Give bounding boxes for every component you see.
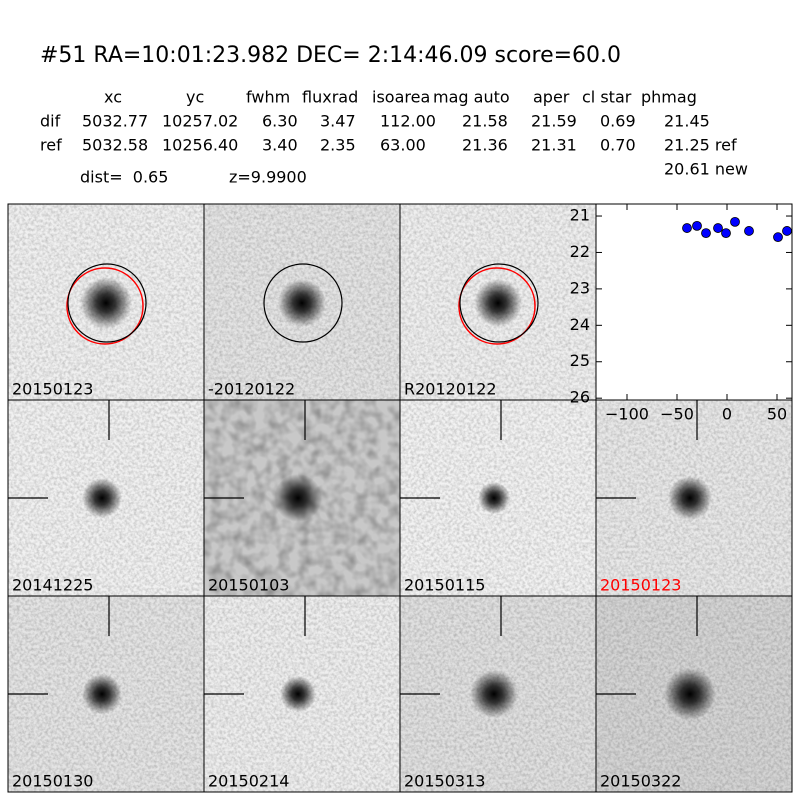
row-label: dif <box>40 112 61 131</box>
phmag-new: 20.61 new <box>664 160 748 179</box>
image-panel: 20150313 <box>399 595 597 793</box>
y-tick-label: 22 <box>570 242 590 261</box>
source <box>82 674 122 714</box>
column-header: cl star <box>582 88 632 107</box>
table-cell: 10257.02 <box>162 112 238 131</box>
y-tick-label: 23 <box>570 278 590 297</box>
aperture <box>459 263 539 343</box>
title: #51 RA=10:01:23.982 DEC= 2:14:46.09 scor… <box>40 43 621 68</box>
table-cell: 21.59 <box>531 112 577 131</box>
column-header: fwhm <box>246 88 290 107</box>
panel-label: -20120122 <box>208 380 295 399</box>
aperture-red <box>458 267 536 345</box>
panel-label: 20150103 <box>208 576 289 595</box>
data-point <box>773 232 783 243</box>
x-tick-label: 0 <box>722 405 732 424</box>
panel-label: 20150313 <box>404 772 485 791</box>
table-cell: 3.40 <box>262 136 298 155</box>
source <box>668 476 712 520</box>
panel-grid: 20150123 -20120122 R20120122 20141225 201501… <box>7 203 793 793</box>
column-header: xc <box>104 88 122 107</box>
image-panel: -20120122 <box>203 203 401 401</box>
image-panel: 20141225 <box>7 399 205 597</box>
panel-label: 20150214 <box>208 772 289 791</box>
data-point <box>730 216 740 227</box>
image-panel: 20150214 <box>203 595 401 793</box>
table-cell: 10256.40 <box>162 136 238 155</box>
table-cell: 21.45 <box>664 112 710 131</box>
panel-label: 20150123 <box>12 380 93 399</box>
image-panel: 20150115 <box>399 399 597 597</box>
light-curve: 21 22 23 24 25 26 −100 −50 0 50 <box>570 203 793 424</box>
panel-label: 20141225 <box>12 576 93 595</box>
source <box>478 482 510 514</box>
source <box>474 279 522 327</box>
dist: dist= 0.65 <box>80 168 168 187</box>
column-header: isoarea <box>372 88 430 107</box>
column-header: mag auto <box>433 88 510 107</box>
image-panel: 20150123 <box>595 399 793 597</box>
panel-border <box>595 595 793 793</box>
aperture <box>67 263 147 343</box>
source <box>80 277 132 329</box>
x-tick-label: −50 <box>660 405 694 424</box>
image-panel: 20150322 <box>595 595 793 793</box>
y-tick-label: 24 <box>570 315 590 334</box>
data-point <box>744 226 754 236</box>
aperture <box>263 263 343 343</box>
table-cell: 21.31 <box>531 136 577 155</box>
table-cell: 2.35 <box>320 136 356 155</box>
panel-label: 20150123 <box>600 576 681 595</box>
aperture-red <box>66 267 144 345</box>
table-cell: 112.00 <box>380 112 436 131</box>
table-cell: 0.69 <box>600 112 636 131</box>
column-header: phmag <box>641 88 697 107</box>
x-tick-label: 50 <box>767 405 787 424</box>
panel-label: 20150130 <box>12 772 93 791</box>
source <box>664 668 716 720</box>
panel-label: 20150322 <box>600 772 681 791</box>
column-header: yc <box>186 88 204 107</box>
source <box>274 474 322 522</box>
data-point <box>682 223 692 233</box>
row-label: ref <box>40 136 62 155</box>
y-tick-label: 25 <box>570 351 590 370</box>
table-cell: 21.58 <box>462 112 508 131</box>
source <box>82 478 122 518</box>
table-cell: 6.30 <box>262 112 298 131</box>
data-point <box>782 226 792 236</box>
table-cell: 5032.58 <box>82 136 148 155</box>
y-tick-label: 21 <box>570 206 590 225</box>
table-cell: 21.36 <box>462 136 508 155</box>
table-cell: 5032.77 <box>82 112 148 131</box>
table-cell: 3.47 <box>320 112 356 131</box>
data-point <box>692 220 702 231</box>
image-panel: 20150123 <box>7 203 205 401</box>
data-point <box>713 223 723 233</box>
image-panel: 20150130 <box>7 595 205 793</box>
source <box>280 676 316 712</box>
column-header: aper <box>533 88 570 107</box>
data-point <box>721 228 731 239</box>
plot-area <box>595 203 793 401</box>
column-header: fluxrad <box>302 88 358 107</box>
table-cell: 63.00 <box>380 136 426 155</box>
x-tick-label: −100 <box>605 405 649 424</box>
y-tick-label: 26 <box>570 388 590 407</box>
table-cell: 21.25 ref <box>664 136 737 155</box>
table-cell: 0.70 <box>600 136 636 155</box>
panel-label: 20150115 <box>404 576 485 595</box>
source <box>470 670 518 718</box>
image-panel: 20150103 <box>203 399 401 597</box>
source <box>278 279 326 327</box>
panel-label: R20120122 <box>404 380 497 399</box>
image-panel: R20120122 <box>399 203 597 401</box>
data-point <box>701 228 711 239</box>
z-value: z=9.9900 <box>229 168 307 187</box>
